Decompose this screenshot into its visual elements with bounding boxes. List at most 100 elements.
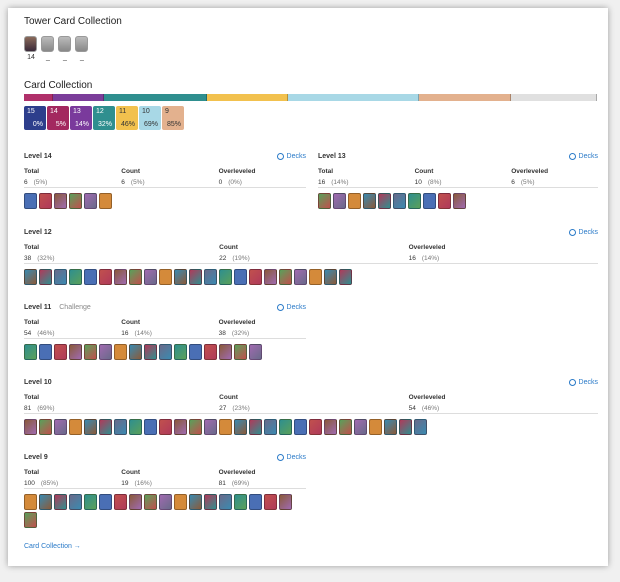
card-icon[interactable] (39, 494, 52, 510)
card-icon[interactable] (438, 193, 451, 209)
decks-link[interactable]: Decks (276, 454, 306, 461)
card-icon[interactable] (219, 494, 232, 510)
card-icon[interactable] (378, 193, 391, 209)
card-icon[interactable] (363, 193, 376, 209)
card-icon[interactable] (249, 419, 262, 435)
card-icon[interactable] (129, 269, 142, 285)
card-icon[interactable] (24, 494, 37, 510)
card-icon[interactable] (264, 494, 277, 510)
card-icon[interactable] (24, 419, 37, 435)
card-icon[interactable] (234, 344, 247, 360)
card-icon[interactable] (159, 494, 172, 510)
card-icon[interactable] (174, 344, 187, 360)
card-icon[interactable] (129, 419, 142, 435)
card-icon[interactable] (54, 419, 67, 435)
card-icon[interactable] (84, 269, 97, 285)
card-icon[interactable] (174, 269, 187, 285)
card-icon[interactable] (309, 419, 322, 435)
card-icon[interactable] (54, 193, 67, 209)
card-icon[interactable] (279, 269, 292, 285)
card-icon[interactable] (384, 419, 397, 435)
card-icon[interactable] (453, 193, 466, 209)
card-icon[interactable] (129, 494, 142, 510)
card-icon[interactable] (279, 419, 292, 435)
card-icon[interactable] (189, 344, 202, 360)
card-icon[interactable] (99, 344, 112, 360)
card-icon[interactable] (24, 193, 37, 209)
card-icon[interactable] (159, 419, 172, 435)
card-icon[interactable] (399, 419, 412, 435)
card-icon[interactable] (69, 344, 82, 360)
card-icon[interactable] (189, 419, 202, 435)
card-icon[interactable] (333, 193, 346, 209)
card-icon[interactable] (69, 193, 82, 209)
card-icon[interactable] (324, 419, 337, 435)
card-icon[interactable] (174, 419, 187, 435)
card-icon[interactable] (159, 269, 172, 285)
card-icon[interactable] (294, 419, 307, 435)
card-icon[interactable] (99, 193, 112, 209)
card-icon[interactable] (318, 193, 331, 209)
card-icon[interactable] (249, 269, 262, 285)
card-icon[interactable] (234, 419, 247, 435)
card-icon[interactable] (219, 344, 232, 360)
card-icon[interactable] (219, 419, 232, 435)
card-icon[interactable] (24, 344, 37, 360)
card-icon[interactable] (114, 419, 127, 435)
card-icon[interactable] (279, 494, 292, 510)
card-icon[interactable] (408, 193, 421, 209)
decks-link[interactable]: Decks (276, 304, 306, 311)
card-icon[interactable] (114, 269, 127, 285)
card-icon[interactable] (339, 269, 352, 285)
card-icon[interactable] (99, 419, 112, 435)
card-icon[interactable] (114, 494, 127, 510)
card-icon[interactable] (144, 269, 157, 285)
card-icon[interactable] (39, 193, 52, 209)
card-icon[interactable] (159, 344, 172, 360)
card-icon[interactable] (39, 269, 52, 285)
card-icon[interactable] (84, 419, 97, 435)
card-icon[interactable] (354, 419, 367, 435)
card-icon[interactable] (24, 269, 37, 285)
card-icon[interactable] (129, 344, 142, 360)
card-icon[interactable] (144, 344, 157, 360)
card-icon[interactable] (189, 269, 202, 285)
card-icon[interactable] (114, 344, 127, 360)
card-icon[interactable] (99, 494, 112, 510)
card-icon[interactable] (249, 344, 262, 360)
card-icon[interactable] (369, 419, 382, 435)
card-icon[interactable] (324, 269, 337, 285)
card-icon[interactable] (84, 193, 97, 209)
card-icon[interactable] (39, 344, 52, 360)
decks-link[interactable]: Decks (568, 379, 598, 386)
card-icon[interactable] (294, 269, 307, 285)
card-icon[interactable] (423, 193, 436, 209)
card-icon[interactable] (54, 344, 67, 360)
decks-link[interactable]: Decks (276, 153, 306, 160)
card-icon[interactable] (39, 419, 52, 435)
card-collection-link[interactable]: Card Collection → (24, 543, 81, 550)
card-icon[interactable] (54, 494, 67, 510)
card-icon[interactable] (54, 269, 67, 285)
card-icon[interactable] (234, 494, 247, 510)
card-icon[interactable] (204, 269, 217, 285)
card-icon[interactable] (69, 494, 82, 510)
card-icon[interactable] (174, 494, 187, 510)
card-icon[interactable] (144, 419, 157, 435)
decks-link[interactable]: Decks (568, 229, 598, 236)
card-icon[interactable] (99, 269, 112, 285)
card-icon[interactable] (393, 193, 406, 209)
card-icon[interactable] (69, 419, 82, 435)
card-icon[interactable] (219, 269, 232, 285)
card-icon[interactable] (264, 419, 277, 435)
card-icon[interactable] (204, 419, 217, 435)
card-icon[interactable] (24, 512, 37, 528)
decks-link[interactable]: Decks (568, 153, 598, 160)
card-icon[interactable] (204, 344, 217, 360)
card-icon[interactable] (204, 494, 217, 510)
card-icon[interactable] (84, 344, 97, 360)
card-icon[interactable] (249, 494, 262, 510)
card-icon[interactable] (84, 494, 97, 510)
card-icon[interactable] (348, 193, 361, 209)
card-icon[interactable] (189, 494, 202, 510)
